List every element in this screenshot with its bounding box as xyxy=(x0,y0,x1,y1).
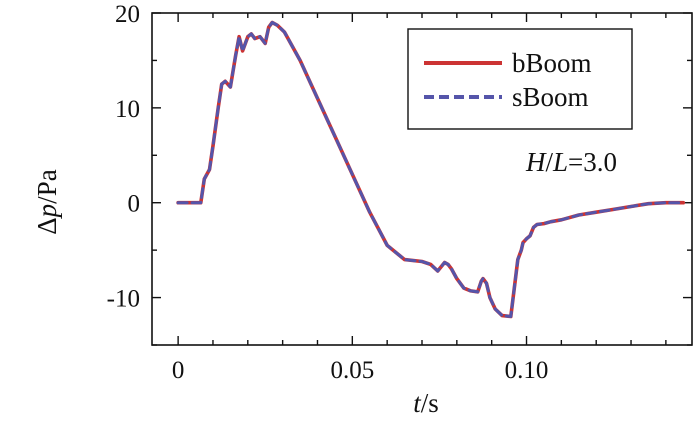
y-axis-label: Δp/Pa xyxy=(32,169,62,234)
y-tick-label: 0 xyxy=(128,191,141,218)
y-axis-label-delta: Δ xyxy=(32,217,62,234)
ratio-annotation: H/L=3.0 xyxy=(525,147,617,177)
x-tick-label: 0.10 xyxy=(505,357,549,384)
y-tick-label: 10 xyxy=(115,96,140,123)
x-tick-label: 0.05 xyxy=(330,357,374,384)
x-axis-label: t/s xyxy=(413,388,439,418)
y-axis-label-var: p xyxy=(32,204,62,220)
y-tick-label: 20 xyxy=(115,1,140,28)
x-axis-label-var: t xyxy=(413,388,422,418)
tick-labels-layer: -10 0 10 20 0 0.05 0.10 xyxy=(107,1,549,384)
legend-box xyxy=(407,28,633,130)
legend: bBoom sBoom xyxy=(407,28,633,130)
annotation-slash: / xyxy=(546,147,554,177)
annotation-value: =3.0 xyxy=(568,147,617,177)
annotation-var-l: L xyxy=(552,147,568,177)
x-axis-label-unit: /s xyxy=(421,388,439,418)
y-tick-label: -10 xyxy=(107,286,140,313)
legend-label-bboom: bBoom xyxy=(512,48,592,78)
annotation-var-h: H xyxy=(525,147,547,177)
series-layer xyxy=(176,20,686,319)
legend-label-sboom: sBoom xyxy=(512,82,589,112)
y-axis-label-unit: /Pa xyxy=(32,169,62,204)
series-line-sboom xyxy=(176,21,685,318)
x-tick-label: 0 xyxy=(172,357,185,384)
